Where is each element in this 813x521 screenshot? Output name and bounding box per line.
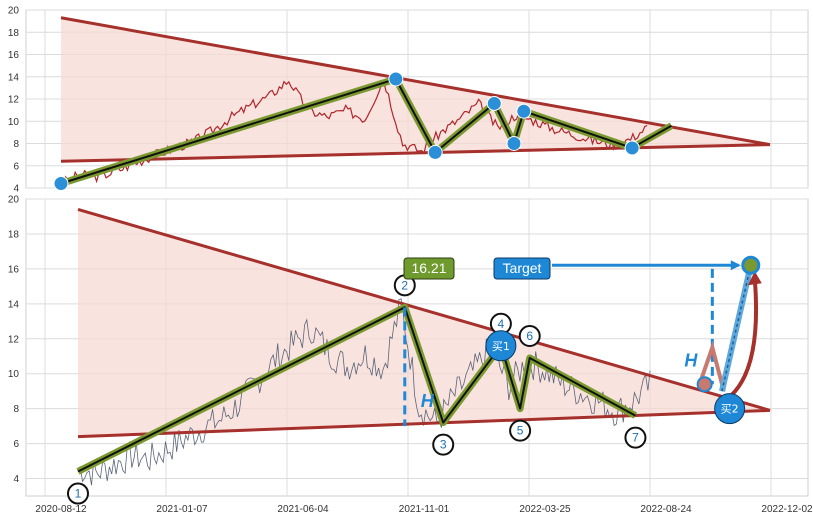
breakout-point-marker xyxy=(696,376,713,393)
point-marker-1 xyxy=(67,482,89,505)
xtick-label: 2021-11-01 xyxy=(399,504,450,515)
point-label-4: 4 xyxy=(498,317,505,331)
point-marker-3 xyxy=(432,433,455,456)
top-pattern-marker xyxy=(506,136,522,151)
top-pattern-marker xyxy=(53,176,69,192)
point-label-2: 2 xyxy=(401,278,408,292)
bot-ytick-label: 20 xyxy=(8,195,20,206)
target-box xyxy=(493,257,551,280)
price-box-label: 16.21 xyxy=(411,260,446,276)
bot-ytick-label: 8 xyxy=(13,404,19,415)
bot-upper-trendline xyxy=(77,208,771,412)
buy1-label: 买1 xyxy=(492,340,510,353)
point-label-1: 1 xyxy=(75,487,82,501)
top-lower-trendline xyxy=(60,143,771,163)
target-box-label: Target xyxy=(503,260,542,276)
point-marker-7 xyxy=(624,426,647,449)
top-upper-trendline xyxy=(60,16,771,147)
top-ytick-label: 4 xyxy=(13,184,19,195)
top-ytick-label: 10 xyxy=(8,117,20,128)
top-ytick-label: 6 xyxy=(13,161,19,172)
top-pattern-marker xyxy=(427,144,443,160)
bot-ytick-label: 12 xyxy=(8,334,20,345)
bot-triangle-fill xyxy=(78,209,770,437)
buy2-label: 买2 xyxy=(721,403,739,416)
xtick-label: 2021-01-07 xyxy=(156,504,208,515)
xtick-label: 2020-08-12 xyxy=(35,504,87,515)
point-label-5: 5 xyxy=(517,424,524,438)
top-ytick-label: 8 xyxy=(13,139,19,150)
top-pattern-line xyxy=(60,78,672,185)
top-ytick-label: 14 xyxy=(8,72,20,83)
breakout-arrow xyxy=(724,279,759,402)
top-pattern-marker xyxy=(624,140,640,156)
point-label-7: 7 xyxy=(632,431,639,445)
top-pattern-marker xyxy=(516,103,532,119)
bot-ytick-label: 4 xyxy=(13,474,19,485)
h-label-right: H xyxy=(684,351,698,371)
bot-ytick-label: 6 xyxy=(13,439,19,450)
bot-ytick-label: 18 xyxy=(8,229,20,240)
target-marker xyxy=(741,255,761,275)
breakout-arrowhead xyxy=(747,271,762,286)
bot-ytick-label: 16 xyxy=(8,264,20,275)
xtick-label: 2021-06-04 xyxy=(277,504,329,515)
price-box xyxy=(403,257,455,280)
xtick-label: 2022-12-02 xyxy=(761,504,813,515)
top-pattern-marker xyxy=(388,71,404,87)
top-ytick-label: 18 xyxy=(8,28,20,39)
bot-lower-trendline xyxy=(77,408,771,439)
point-label-3: 3 xyxy=(440,438,447,452)
buy1-marker xyxy=(485,330,517,362)
point-label-6: 6 xyxy=(526,329,533,343)
bot-ytick-label: 14 xyxy=(8,299,20,310)
xtick-label: 2022-08-24 xyxy=(640,504,692,515)
top-ytick-label: 20 xyxy=(8,6,20,17)
buy2-marker xyxy=(714,393,746,425)
top-pattern-marker xyxy=(486,95,502,111)
point-marker-5 xyxy=(509,419,532,442)
xtick-label: 2022-03-25 xyxy=(519,504,571,515)
bot-ytick-label: 10 xyxy=(8,369,20,380)
top-ytick-label: 16 xyxy=(8,50,20,61)
h-label-left: H xyxy=(421,391,435,411)
projection-band xyxy=(719,264,754,392)
point-marker-6 xyxy=(518,324,541,347)
breakout-spike xyxy=(698,340,726,392)
target-arrowhead xyxy=(730,260,741,271)
top-ytick-label: 12 xyxy=(8,95,20,106)
